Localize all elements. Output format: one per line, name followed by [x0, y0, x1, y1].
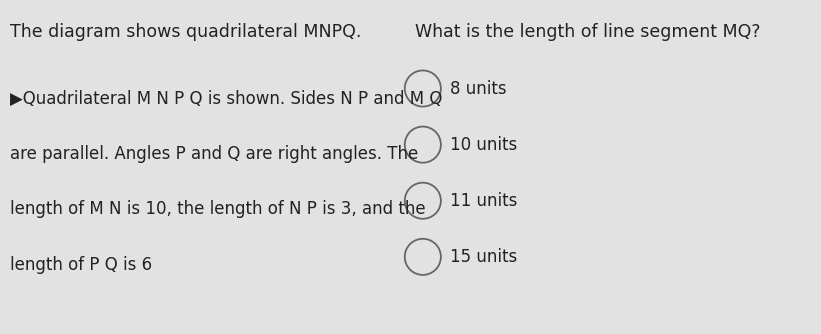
Text: 11 units: 11 units	[450, 192, 517, 210]
Text: 15 units: 15 units	[450, 248, 517, 266]
Text: length of M N is 10, the length of N P is 3, and the: length of M N is 10, the length of N P i…	[10, 200, 425, 218]
Text: What is the length of line segment MQ?: What is the length of line segment MQ?	[415, 23, 760, 41]
Text: The diagram shows quadrilateral MNPQ.: The diagram shows quadrilateral MNPQ.	[10, 23, 361, 41]
Text: 8 units: 8 units	[450, 79, 507, 98]
Text: are parallel. Angles P and Q are right angles. The: are parallel. Angles P and Q are right a…	[10, 145, 418, 163]
Text: 10 units: 10 units	[450, 136, 517, 154]
Text: ▶Quadrilateral M N P Q is shown. Sides N P and M Q: ▶Quadrilateral M N P Q is shown. Sides N…	[10, 90, 443, 108]
Text: length of P Q is 6: length of P Q is 6	[10, 256, 152, 274]
